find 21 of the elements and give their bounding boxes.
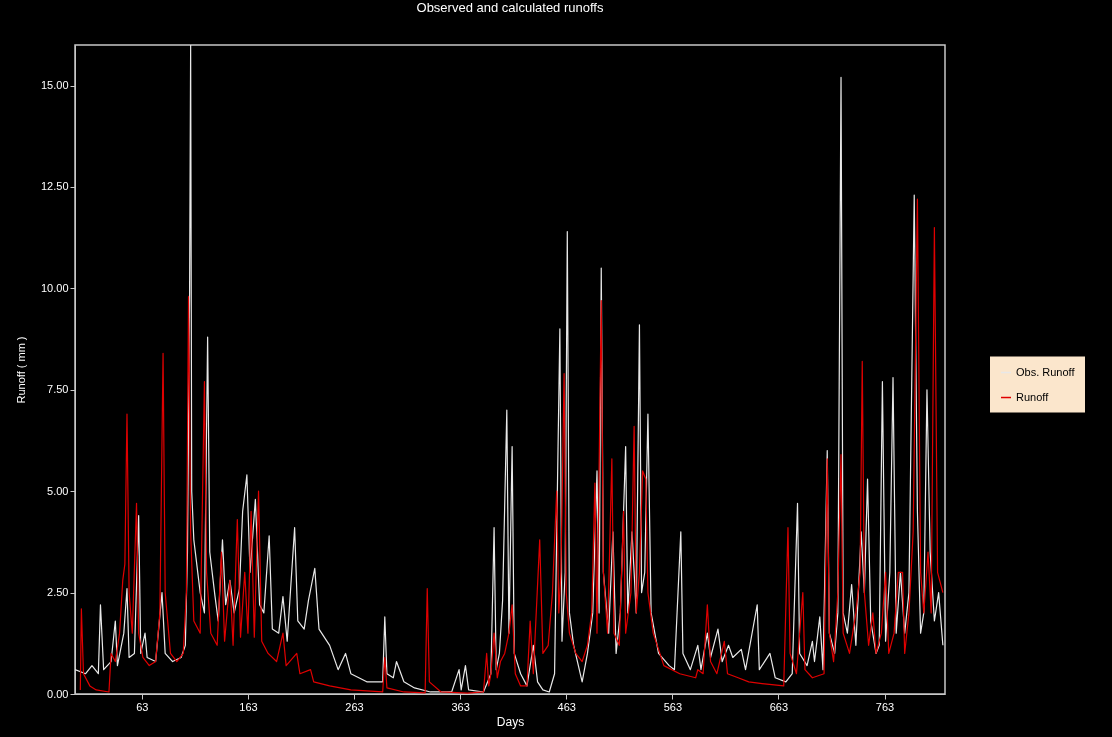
line-series: [79, 198, 944, 694]
y-tick-label: 10.00: [40, 281, 69, 294]
x-tick-label: 763: [875, 700, 895, 713]
x-tick-label: 663: [769, 700, 789, 713]
y-tick-label: 15.00: [40, 79, 69, 92]
x-tick-label: 63: [136, 700, 149, 713]
y-tick-label: 0.00: [47, 687, 69, 700]
x-tick-label: 263: [345, 700, 364, 713]
y-axis-title: Runoff ( mm ): [14, 336, 27, 404]
x-axis-title: Days: [496, 714, 525, 729]
x-tick-label: 363: [451, 700, 470, 713]
x-tick-label: 163: [239, 700, 258, 713]
y-tick-label: 12.50: [40, 180, 69, 193]
y-tick-label: 5.00: [47, 484, 69, 497]
x-tick-label: 563: [663, 700, 683, 713]
y-tick-label: 2.50: [47, 586, 69, 599]
legend-label: Obs. Runoff: [1016, 365, 1076, 378]
chart-title: Observed and calculated runoffs: [416, 0, 604, 15]
x-tick-label: 463: [557, 700, 576, 713]
legend-label: Runoff: [1016, 390, 1050, 403]
y-tick-label: 7.50: [47, 383, 69, 396]
